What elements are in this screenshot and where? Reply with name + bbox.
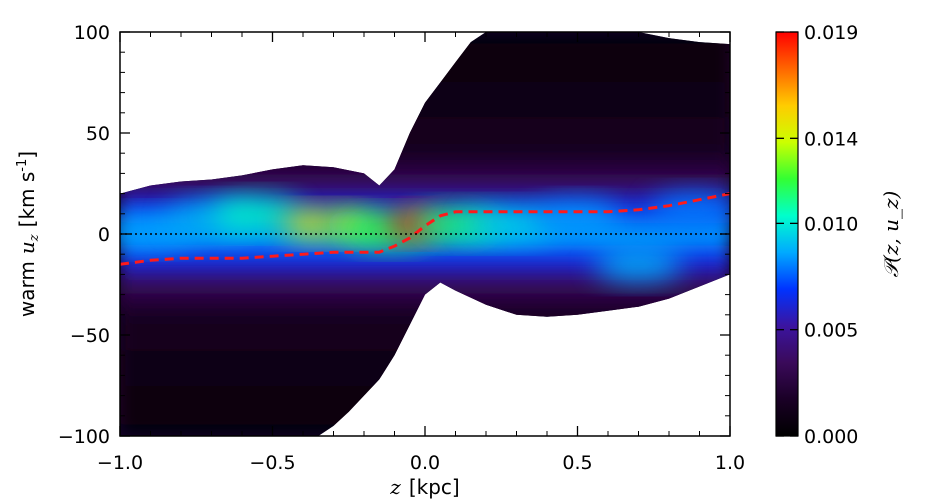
y-axis-unit-exponent: -1 (15, 159, 30, 172)
x-tick-label: 1.0 (715, 452, 745, 474)
y-axis-subscript: z (27, 234, 42, 242)
heatmap-hotspot (533, 201, 622, 234)
x-axis-label: z [kpc] (389, 475, 459, 499)
heatmap-hotspot (213, 197, 302, 230)
y-tick-label: −50 (70, 325, 110, 347)
heatmap-hotspot (466, 207, 555, 240)
x-tick-label: 0.0 (410, 452, 440, 474)
heatmap-hotspot (649, 193, 730, 226)
heatmap-hotspot (283, 209, 336, 238)
x-tick-label: −0.5 (249, 452, 295, 474)
heatmap-hotspot (594, 248, 683, 281)
colorbar-tick-label: 0.000 (804, 426, 858, 448)
colorbar-tick-label: 0.019 (804, 22, 858, 44)
y-axis-unit-open: [km s (15, 172, 39, 228)
colorbar-frame (775, 31, 799, 437)
colorbar-tick-label: 0.005 (804, 320, 858, 342)
axes: −1.0 −0.5 0.0 0.5 1.0 −100 −50 0 50 100 (58, 22, 745, 474)
x-tick-label: 0.5 (562, 452, 592, 474)
x-tick-label: −1.0 (97, 452, 143, 474)
colorbar-tick-label: 0.010 (804, 213, 858, 235)
colorbar: 0.000 0.005 0.010 0.014 0.019 𝒫(z, u_z) (775, 22, 903, 448)
y-axis-prefix: warm (15, 261, 39, 317)
mean-velocity-curve (120, 192, 730, 266)
y-axis-variable: u (15, 241, 39, 254)
plot-area (120, 32, 730, 436)
y-axis-unit-close: ] (15, 151, 39, 159)
colorbar-gradient (776, 32, 798, 436)
x-ticks: −1.0 −0.5 0.0 0.5 1.0 (97, 32, 745, 474)
x-axis-variable: z (389, 475, 401, 499)
colorbar-label: 𝒫(z, u_z) (879, 191, 903, 278)
series-layer (120, 192, 730, 266)
y-axis-label: warm uz [km s-1] (15, 151, 42, 317)
y-tick-label: 50 (86, 123, 110, 145)
y-tick-label: −100 (58, 426, 110, 448)
x-axis-unit: [kpc] (409, 475, 460, 499)
y-tick-label: 0 (98, 224, 110, 246)
y-ticks: −100 −50 0 50 100 (58, 22, 730, 448)
colorbar-tick-label: 0.014 (804, 128, 858, 150)
heatmap-hotspots (120, 193, 730, 281)
y-tick-label: 100 (74, 22, 110, 44)
colorbar-ticks: 0.000 0.005 0.010 0.014 0.019 (776, 22, 858, 448)
